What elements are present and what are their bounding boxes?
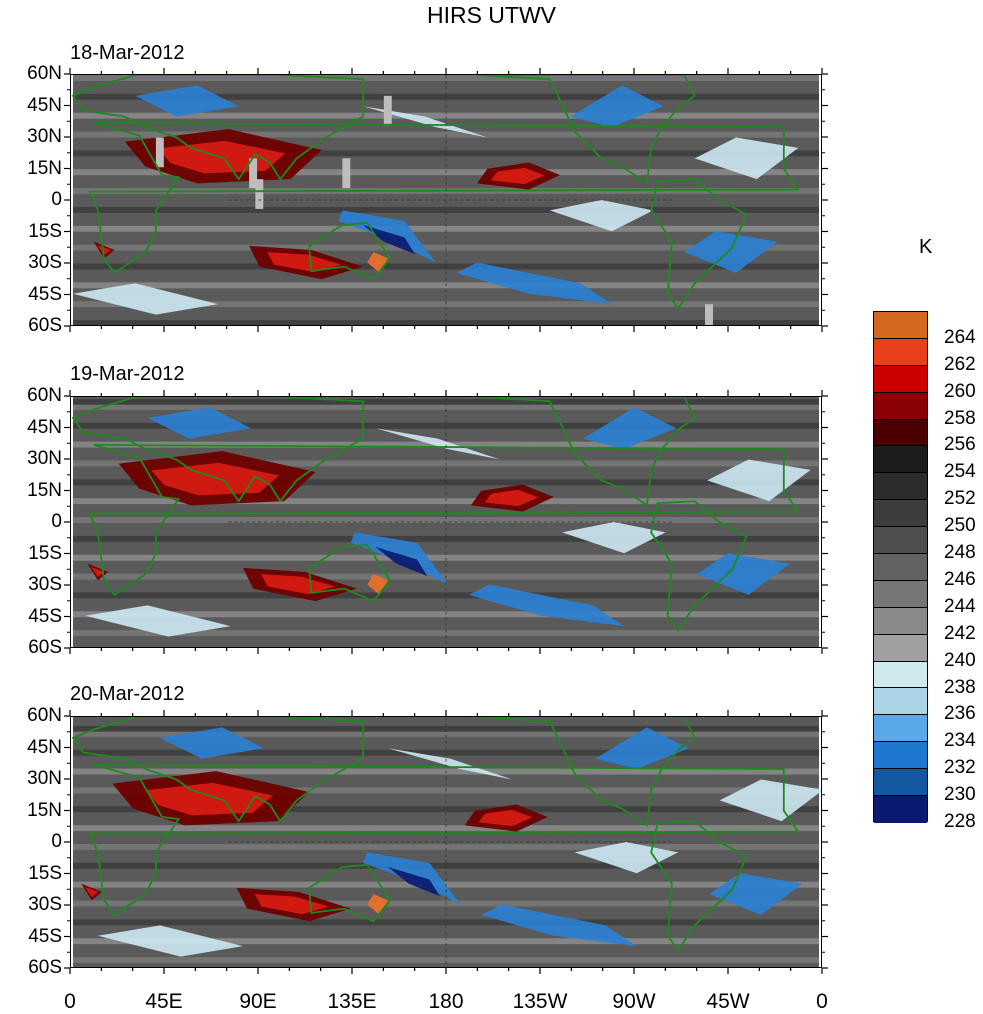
lon-label: 90E <box>239 990 277 1013</box>
map-field <box>71 75 820 325</box>
colorbar-level-label: 252 <box>944 488 976 510</box>
colorbar-swatch <box>874 769 927 797</box>
colorbar-level-label: 244 <box>944 595 976 617</box>
lat-label: 0 <box>51 831 62 852</box>
lon-label: 45W <box>706 990 750 1013</box>
lat-label: 45S <box>28 283 62 305</box>
colorbar-swatch <box>874 446 927 474</box>
colorbar-swatch <box>874 365 927 393</box>
lat-label: 30S <box>28 574 62 595</box>
colorbar-swatch <box>874 392 927 420</box>
colorbar-level-label: 240 <box>944 649 976 671</box>
lat-label: 60N <box>27 385 62 406</box>
colorbar-level-label: 234 <box>944 730 976 752</box>
lat-label: 30N <box>27 126 62 147</box>
lat-label: 15N <box>27 479 62 501</box>
lon-label: 0 <box>64 990 76 1013</box>
lon-label: 135W <box>512 990 568 1013</box>
lat-label: 60S <box>28 315 62 336</box>
colorbar-swatch <box>874 607 927 635</box>
colorbar-swatch <box>874 312 927 339</box>
figure-title: HIRS UTWV <box>426 2 557 28</box>
map-panel-2 <box>70 396 822 648</box>
colorbar-swatch <box>874 419 927 447</box>
lat-label: 15N <box>27 157 62 179</box>
panel-date-1: 18-Mar-2012 <box>70 42 185 64</box>
colorbar-level-label: 248 <box>944 542 976 564</box>
colorbar-level-label: 260 <box>944 380 976 402</box>
colorbar-level-label: 236 <box>944 703 976 725</box>
lat-label: 60N <box>27 705 62 726</box>
panel-date-2: 19-Mar-2012 <box>70 363 185 385</box>
colorbar-level-label: 228 <box>944 811 976 832</box>
lat-label: 45N <box>27 416 62 438</box>
colorbar-swatch <box>874 473 927 501</box>
lat-label: 45S <box>28 605 62 627</box>
lon-label: 90W <box>612 990 656 1013</box>
colorbar-swatch <box>874 338 927 366</box>
colorbar-level-label: 254 <box>944 461 976 483</box>
lat-label: 60S <box>28 957 62 978</box>
map-field <box>71 397 820 647</box>
lat-label: 30S <box>28 894 62 915</box>
colorbar-level-label: 256 <box>944 434 976 456</box>
lon-label: 45E <box>145 990 183 1013</box>
lat-label: 15S <box>28 220 62 242</box>
colorbar-swatch <box>874 796 927 823</box>
lat-label: 15N <box>27 799 62 821</box>
colorbar-units: K <box>919 236 933 258</box>
lat-label: 15S <box>28 862 62 884</box>
colorbar-swatch <box>874 661 927 689</box>
lat-label: 30S <box>28 252 62 273</box>
lat-label: 15S <box>28 542 62 564</box>
colorbar-level-label: 230 <box>944 784 976 806</box>
lon-label: 135E <box>327 990 377 1013</box>
lat-label: 0 <box>51 189 62 210</box>
colorbar-swatch <box>874 688 927 716</box>
colorbar-level-label: 250 <box>944 515 976 537</box>
colorbar-level-label: 242 <box>944 622 976 644</box>
map-panel-1 <box>70 74 822 326</box>
map-field <box>71 717 821 967</box>
lat-label: 45N <box>27 94 62 116</box>
colorbar-level-label: 258 <box>944 407 976 429</box>
lat-label: 30N <box>27 768 62 789</box>
lat-label: 30N <box>27 448 62 469</box>
lat-label: 60N <box>27 63 62 84</box>
lon-label: 0 <box>816 990 828 1013</box>
colorbar-swatch <box>874 742 927 770</box>
map-panel-3 <box>70 716 822 968</box>
colorbar-level-label: 246 <box>944 568 976 590</box>
lat-label: 45N <box>27 736 62 758</box>
colorbar-swatch <box>874 554 927 581</box>
colorbar-swatch <box>874 500 927 528</box>
lat-label: 0 <box>51 511 62 532</box>
colorbar-level-label: 264 <box>944 326 976 348</box>
colorbar-swatch <box>874 580 927 608</box>
colorbar <box>873 311 928 823</box>
colorbar-level-label: 238 <box>944 676 976 698</box>
colorbar-level-label: 262 <box>944 353 976 375</box>
colorbar-swatch <box>874 634 927 662</box>
colorbar-level-label: 232 <box>944 757 976 779</box>
lat-label: 60S <box>28 637 62 658</box>
lat-label: 45S <box>28 925 62 947</box>
panel-date-3: 20-Mar-2012 <box>70 683 185 705</box>
colorbar-swatch <box>874 527 927 555</box>
lon-label: 180 <box>428 990 464 1013</box>
colorbar-swatch <box>874 715 927 743</box>
